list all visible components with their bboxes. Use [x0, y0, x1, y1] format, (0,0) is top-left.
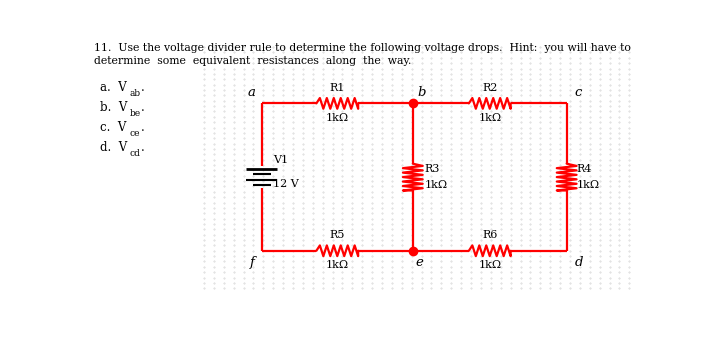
Text: R6: R6: [482, 230, 498, 240]
Text: a.  V: a. V: [99, 81, 126, 94]
Text: e: e: [415, 255, 423, 269]
Text: be: be: [130, 109, 141, 118]
Text: 11.  Use the voltage divider rule to determine the following voltage drops.  Hin: 11. Use the voltage divider rule to dete…: [94, 43, 631, 53]
Text: .: .: [141, 81, 145, 94]
Text: 1kΩ: 1kΩ: [478, 113, 501, 123]
Text: ab: ab: [130, 89, 141, 98]
Text: 1kΩ: 1kΩ: [478, 260, 501, 270]
Text: ce: ce: [130, 129, 140, 138]
Text: c: c: [575, 86, 582, 98]
Text: b: b: [417, 86, 425, 98]
Text: f: f: [250, 255, 255, 269]
Text: d: d: [575, 255, 584, 269]
Text: R4: R4: [576, 164, 592, 174]
Text: 1kΩ: 1kΩ: [325, 260, 349, 270]
Text: determine  some  equivalent  resistances  along  the  way.: determine some equivalent resistances al…: [94, 56, 411, 66]
Text: d.  V: d. V: [99, 141, 127, 154]
Text: 1kΩ: 1kΩ: [425, 180, 448, 190]
Text: cd: cd: [130, 149, 140, 158]
Text: .: .: [141, 101, 145, 114]
Text: .: .: [141, 141, 145, 154]
Text: a: a: [247, 86, 255, 98]
Text: c.  V: c. V: [99, 121, 126, 134]
Text: 1kΩ: 1kΩ: [325, 113, 349, 123]
Text: 1kΩ: 1kΩ: [576, 180, 600, 190]
Text: b.  V: b. V: [99, 101, 127, 114]
Text: R3: R3: [425, 164, 440, 174]
Text: R2: R2: [482, 83, 498, 93]
Text: R5: R5: [330, 230, 345, 240]
Text: .: .: [141, 121, 145, 134]
Text: 12 V: 12 V: [273, 179, 298, 189]
Text: R1: R1: [330, 83, 345, 93]
Text: V1: V1: [273, 155, 288, 165]
